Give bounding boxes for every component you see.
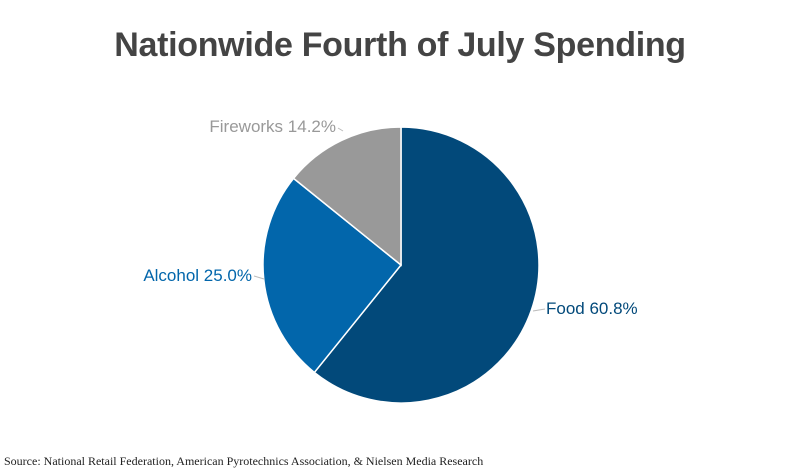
slice-label-food: Food 60.8% (546, 299, 638, 318)
source-note: Source: National Retail Federation, Amer… (4, 454, 484, 468)
leader-lines (253, 127, 546, 312)
chart-title: Nationwide Fourth of July Spending (114, 26, 686, 64)
pie-slice-alcohol (262, 177, 403, 374)
leader-line-alcohol (253, 275, 265, 280)
pie-slice-food (313, 126, 540, 404)
slice-labels: Food 60.8% Alcohol 25.0% Fireworks 14.2% (143, 117, 637, 318)
pie-slices (262, 126, 540, 404)
slice-label-alcohol: Alcohol 25.0% (143, 266, 252, 285)
slice-label-fireworks: Fireworks 14.2% (209, 117, 336, 136)
leader-line-fireworks (337, 127, 344, 132)
pie-slice-fireworks (292, 126, 402, 267)
leader-line-food (532, 308, 546, 312)
